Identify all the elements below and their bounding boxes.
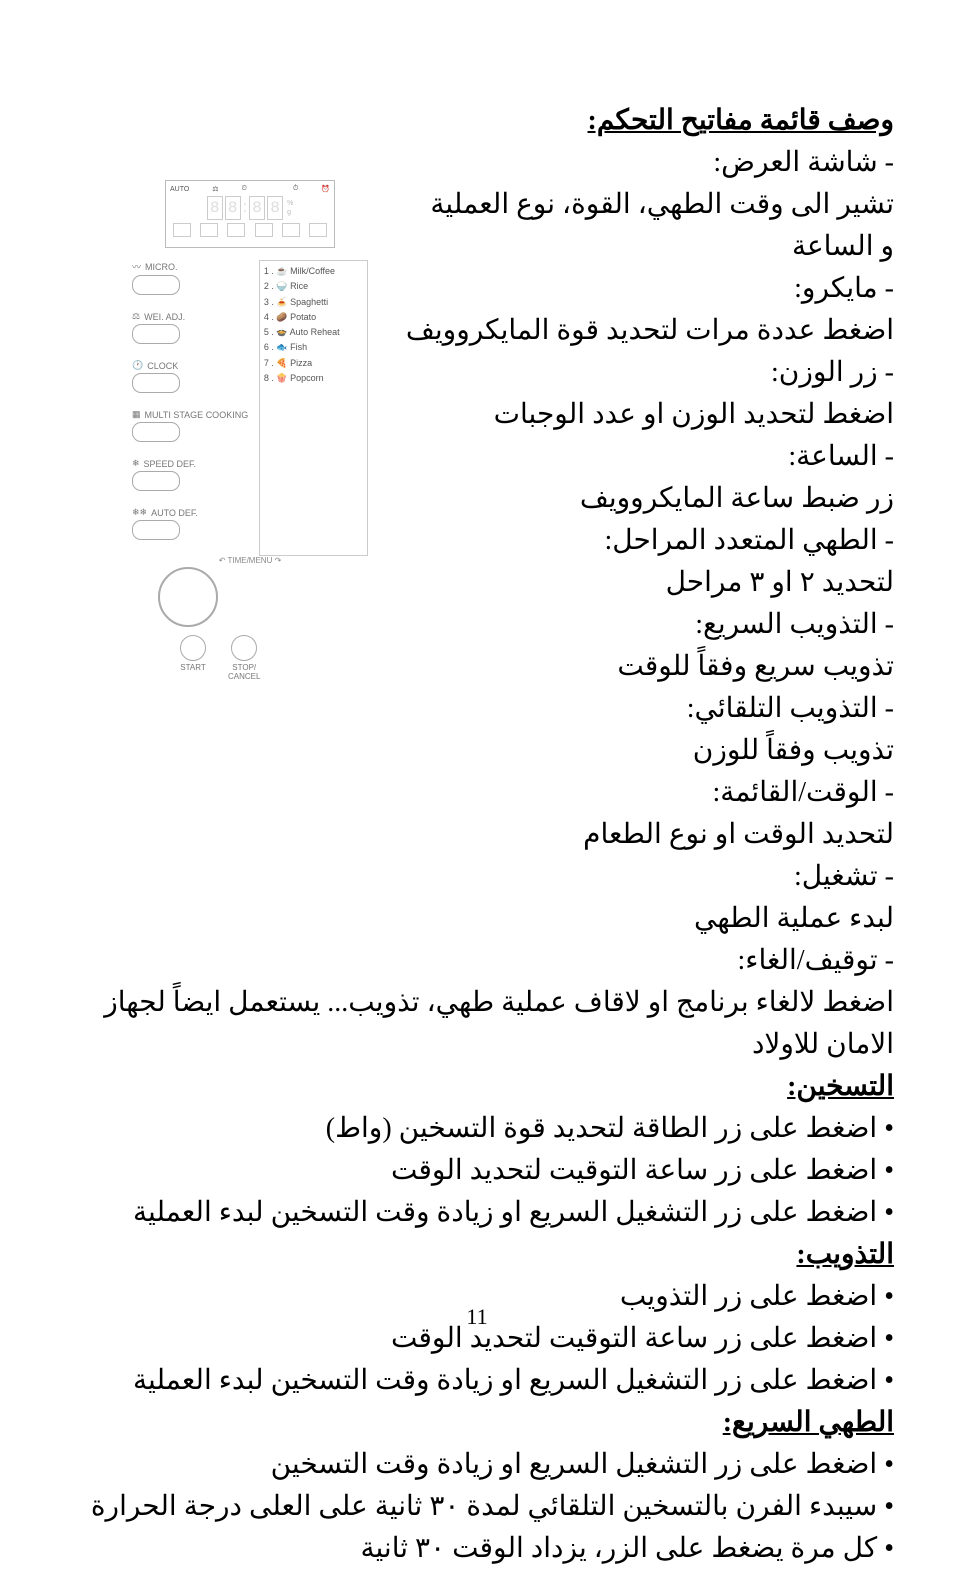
speed-label: SPEED DEF. [144, 459, 197, 469]
seg: 8 [267, 196, 283, 220]
menu-item: 2 . 🍚 Rice [264, 279, 363, 294]
dial-arc: ↷ [272, 556, 281, 565]
text-line: - تشغيل: [60, 856, 894, 898]
text-line: تذويب وفقاً للوزن [60, 730, 894, 772]
bullet-line: سيبدء الفرن بالتسخين التلقائي لمدة ٣٠ ثا… [60, 1486, 894, 1528]
text-line: لتحديد الوقت او نوع الطعام [60, 814, 894, 856]
bullet-line: كل مرة يضغط على الزر، يزداد الوقت ٣٠ ثان… [60, 1528, 894, 1570]
stop-label: STOP/ CANCEL [228, 663, 260, 681]
disp-icon: ⏱ [293, 185, 298, 193]
disp-auto: AUTO [170, 186, 189, 193]
micro-button [132, 275, 180, 295]
mini-icon [282, 223, 300, 237]
auto-icon: ❄❄ [132, 507, 147, 518]
auto-button [132, 520, 180, 540]
menu-item: 6 . 🐟 Fish [264, 340, 363, 355]
multi-label: MULTI STAGE COOKING [145, 410, 249, 420]
multi-icon: ▦ [132, 409, 141, 420]
mini-icon [255, 223, 273, 237]
disp-icon: ⚖ [212, 185, 218, 193]
wei-button [132, 324, 180, 344]
seg: 8 [225, 196, 241, 220]
mini-icon [227, 223, 245, 237]
section-heading: التذويب: [60, 1234, 894, 1276]
weight-icon: ⚖ [132, 311, 140, 322]
auto-label: AUTO DEF. [151, 508, 198, 518]
speed-icon: ❄ [132, 458, 140, 469]
menu-item: 1 . ☕ Milk/Coffee [264, 264, 363, 279]
stop-button [231, 635, 257, 661]
control-panel-figure: AUTO ⚖ ⏲ ⏱ ⏰ 8 8 : 8 8 % g [120, 170, 380, 610]
speed-button [132, 471, 180, 491]
bullet-line: اضغط على زر الطاقة لتحديد قوة التسخين (و… [60, 1108, 894, 1150]
clock-label: CLOCK [147, 361, 178, 371]
clock-button [132, 373, 180, 393]
section-heading: الطهي السريع: [60, 1402, 894, 1444]
seg: 8 [207, 196, 223, 220]
text-line: - الوقت/القائمة: [60, 772, 894, 814]
text-line: لبدء عملية الطهي [60, 898, 894, 940]
mini-icon [309, 223, 327, 237]
dial-label: TIME/MENU [227, 556, 272, 565]
wei-label: WEI. ADJ. [144, 312, 185, 322]
mini-icon [200, 223, 218, 237]
display-box: AUTO ⚖ ⏲ ⏱ ⏰ 8 8 : 8 8 % g [165, 180, 335, 248]
menu-item: 4 . 🥔 Potato [264, 310, 363, 325]
start-button [180, 635, 206, 661]
menu-item: 8 . 🍿 Popcorn [264, 371, 363, 386]
time-menu-dial [158, 567, 218, 627]
bullet-line: اضغط على زر ساعة التوقيت لتحديد الوقت [60, 1150, 894, 1192]
section-heading: التسخين: [60, 1066, 894, 1108]
disp-icon: ⏰ [321, 185, 330, 193]
text-line: - توقيف/الغاء: [60, 940, 894, 982]
micro-label: MICRO. [145, 262, 178, 272]
disp-unit: g [287, 209, 293, 216]
menu-item: 5 . 🍲 Auto Reheat [264, 325, 363, 340]
mini-icon [173, 223, 191, 237]
page-number: 11 [0, 1304, 954, 1330]
start-label: START [180, 663, 205, 672]
multi-button [132, 422, 180, 442]
text-line: اضغط لالغاء برنامج او لاقاف عملية طهي، ت… [60, 982, 894, 1066]
bullet-line: اضغط على زر التشغيل السريع او زيادة وقت … [60, 1360, 894, 1402]
micro-icon: 〰 [132, 260, 141, 273]
section-heading: وصف قائمة مفاتيح التحكم: [60, 100, 894, 142]
bullet-line: اضغط على زر التشغيل السريع او زيادة وقت … [60, 1192, 894, 1234]
disp-unit: % [287, 200, 293, 207]
disp-icon: ⏲ [241, 185, 246, 193]
menu-item: 7 . 🍕 Pizza [264, 356, 363, 371]
menu-item: 3 . 🍝 Spaghetti [264, 295, 363, 310]
clock-icon: 🕐 [132, 360, 143, 371]
bullet-line: اضغط على زر التشغيل السريع او زيادة وقت … [60, 1444, 894, 1486]
seg: 8 [249, 196, 265, 220]
menu-list: 1 . ☕ Milk/Coffee 2 . 🍚 Rice 3 . 🍝 Spagh… [259, 260, 368, 556]
text-line: - التذويب التلقائي: [60, 688, 894, 730]
